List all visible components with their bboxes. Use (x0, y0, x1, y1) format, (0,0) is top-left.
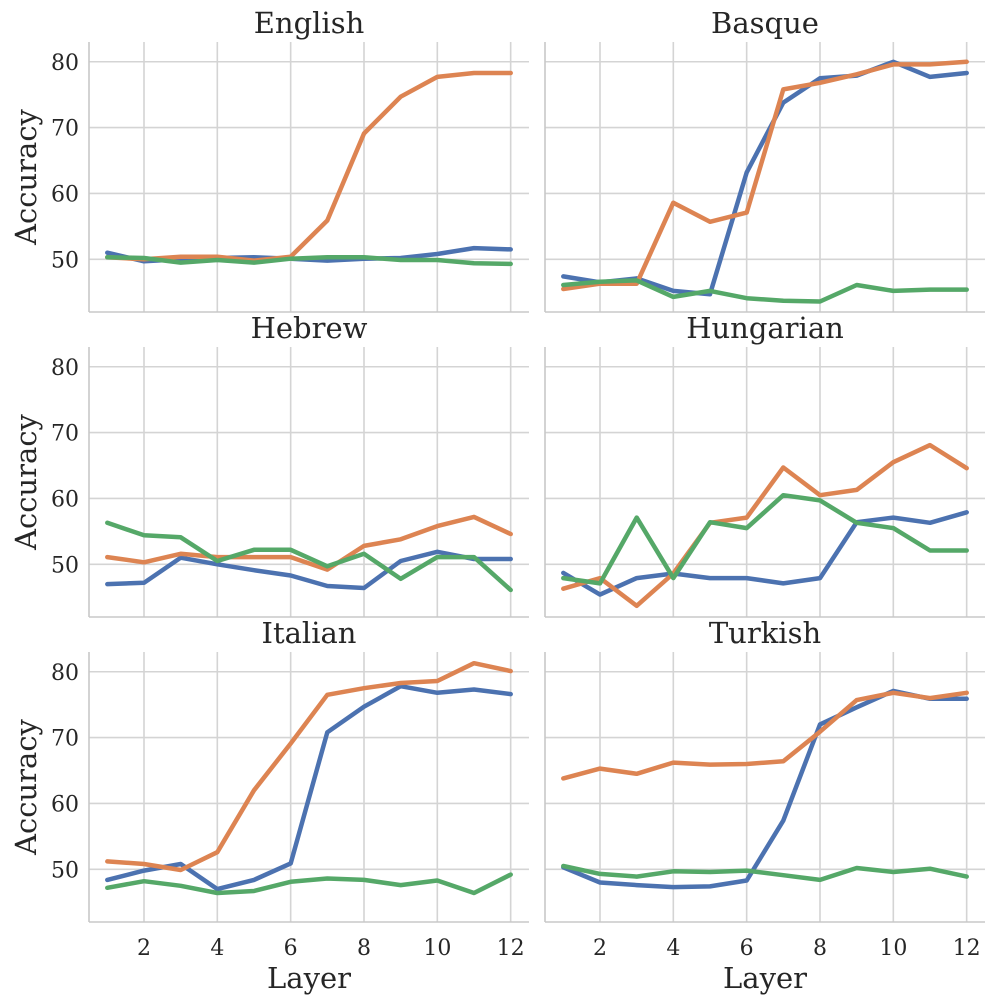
y-axis-label: Accuracy (9, 413, 43, 550)
series-line-orange (105, 660, 513, 873)
panel-english: English 50 60 70 80 Accuracy (9, 6, 529, 313)
panel-hebrew: Hebrew 50 60 70 80 Accuracy (9, 311, 529, 618)
series-line-blue (561, 510, 969, 597)
series-line-orange (561, 59, 969, 292)
series-line-blue (561, 688, 969, 890)
series-line-orange (561, 442, 969, 609)
x-tick-label: 4 (666, 936, 680, 961)
panel-hungarian: Hungarian (544, 311, 985, 618)
y-tick-label: 50 (51, 553, 79, 578)
panel-title: English (254, 6, 365, 40)
panel-title: Italian (262, 616, 357, 650)
x-tick-label: 8 (813, 936, 827, 961)
series-line-blue (105, 549, 513, 591)
series-line-orange (105, 70, 513, 263)
y-axis-label: Accuracy (9, 718, 43, 855)
series-line-green (105, 520, 513, 593)
x-axis-label: Layer (267, 961, 351, 995)
x-tick-label: 6 (284, 936, 298, 961)
y-tick-label: 60 (51, 182, 79, 207)
series-line-orange (561, 690, 969, 781)
y-axis-label: Accuracy (9, 108, 43, 245)
x-tick-label: 4 (210, 936, 224, 961)
series-line-green (561, 278, 969, 304)
panel-italian: Italian 50 60 70 80 Accuracy 2 4 6 8 10 12 Layer (9, 616, 529, 995)
x-tick-label: 10 (423, 936, 451, 961)
series-line-green (561, 863, 969, 883)
y-tick-label: 60 (51, 487, 79, 512)
y-tick-label: 70 (51, 727, 79, 752)
y-tick-label: 50 (51, 248, 79, 273)
y-tick-label: 80 (51, 661, 79, 686)
x-tick-label: 12 (497, 936, 525, 961)
x-tick-label: 8 (357, 936, 371, 961)
series-line-green (105, 872, 513, 896)
panel-title: Basque (711, 6, 819, 40)
y-tick-label: 70 (51, 117, 79, 142)
x-tick-label: 2 (137, 936, 151, 961)
series-line-orange (105, 514, 513, 572)
x-axis-label: Layer (723, 961, 807, 995)
x-tick-label: 10 (879, 936, 907, 961)
x-tick-label: 2 (593, 936, 607, 961)
panel-turkish: Turkish 2 4 6 8 10 12 Layer (544, 616, 985, 995)
y-tick-label: 80 (51, 356, 79, 381)
panel-title: Hebrew (251, 311, 368, 345)
series-line-blue (105, 683, 513, 892)
series-line-green (561, 492, 969, 586)
y-tick-label: 80 (51, 51, 79, 76)
panel-title: Turkish (709, 616, 821, 650)
panel-title: Hungarian (686, 311, 844, 345)
x-tick-label: 6 (740, 936, 754, 961)
y-tick-label: 70 (51, 422, 79, 447)
panel-basque: Basque (544, 6, 985, 313)
y-tick-label: 50 (51, 858, 79, 883)
x-tick-label: 12 (953, 936, 981, 961)
y-tick-label: 60 (51, 792, 79, 817)
series-line-green (105, 255, 513, 267)
